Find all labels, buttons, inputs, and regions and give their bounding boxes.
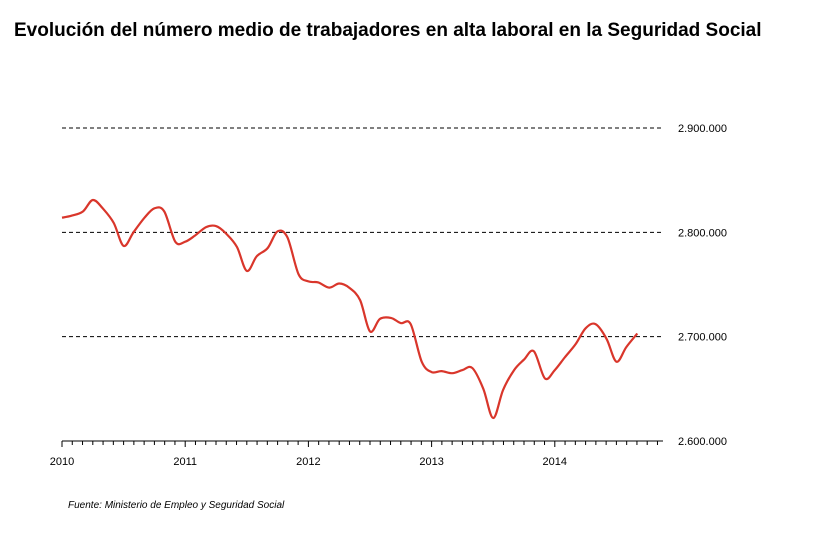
y-tick-label: 2.700.000: [678, 332, 727, 344]
x-tick-label: 2010: [50, 456, 74, 468]
x-tick-label: 2012: [296, 456, 320, 468]
series-layer: [61, 198, 639, 420]
x-tick-label: 2014: [543, 456, 567, 468]
x-tick-label: 2013: [419, 456, 443, 468]
y-tick-label: 2.900.000: [678, 123, 727, 135]
chart-title: Evolución del número medio de trabajador…: [14, 20, 762, 41]
x-axis: 2010 2011 2012 2013 2014: [50, 440, 663, 468]
source-note: Fuente: Ministerio de Empleo y Seguridad…: [68, 500, 285, 511]
x-tick-label: 2011: [173, 456, 197, 468]
grid-lines: [62, 127, 663, 338]
y-tick-label: 2.600.000: [678, 436, 727, 448]
y-tick-label: 2.800.000: [678, 227, 727, 239]
series-line: [61, 198, 639, 420]
y-axis-tick-labels: 2.600.000 2.700.000 2.800.000 2.900.000: [678, 123, 727, 448]
